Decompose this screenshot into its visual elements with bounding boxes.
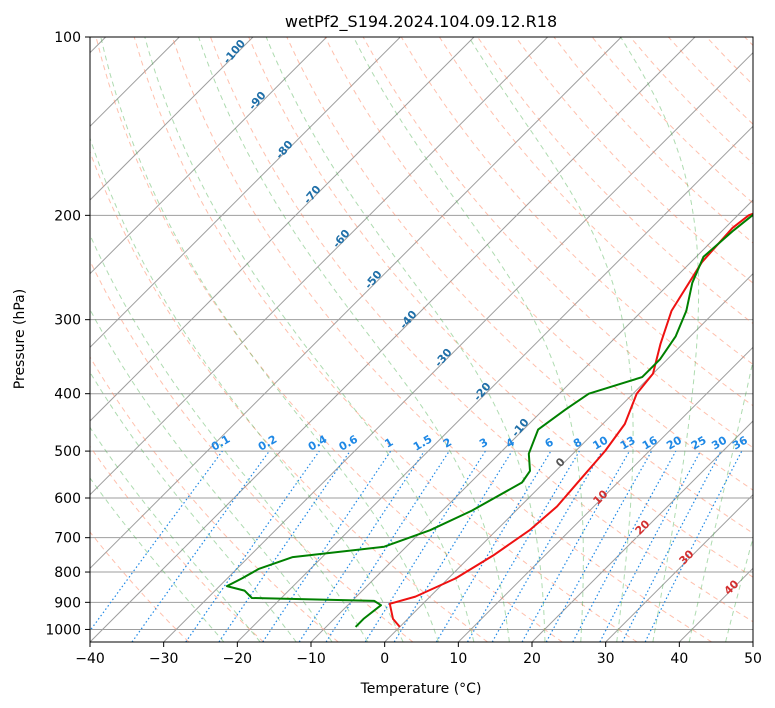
x-tick-label: 0 [380,651,389,667]
isotherm-line [90,37,696,642]
x-tick-label: 10 [449,651,467,667]
moist-adiabat-line [90,426,261,642]
dry-adiabat-line [171,37,712,642]
mixing-ratio-lines [90,450,743,642]
dry-adiabat-line [515,37,753,284]
mixing-ratio-line [131,450,270,642]
x-tick-label: −30 [149,651,179,667]
y-tick-label: 1000 [45,622,81,638]
isotherm-line [236,125,753,642]
dry-adiabat-line [90,356,339,642]
y-tick-label: 600 [54,491,81,507]
isotherm-line [384,272,753,642]
isotherm-line [531,420,753,642]
mixing-ratio-line [393,450,513,642]
x-tick-label: 40 [670,651,688,667]
dry-adiabats [90,37,753,642]
dry-adiabat-line [95,37,563,642]
profile-lines [225,212,753,628]
mixing-ratio-line [572,450,677,642]
y-tick-label: 800 [54,565,81,581]
x-tick-label: 30 [597,651,615,667]
moist-adiabat-line [353,37,584,642]
x-tick-label: 20 [523,651,541,667]
moist-adiabat-line [265,37,546,642]
moist-adiabat-line [620,37,700,642]
dry-adiabat-line [90,150,488,642]
moist-adiabat-line [144,37,475,642]
isotherm-line [90,37,475,422]
moist-adiabat-line [90,136,404,642]
dewpoint-profile-line [225,212,753,628]
isotherm-line [605,493,753,642]
x-tick-label: −40 [75,651,105,667]
dry-adiabat-line [90,531,190,642]
plot-area: -100-90-80-70-60-50-40-30-20-100.1 0.2 0.4… [90,37,753,642]
x-tick-label: −20 [223,651,253,667]
moist-adiabat-line [100,37,439,642]
isotherm-line [90,37,254,201]
isotherm-line [457,346,753,642]
x-tick-label: 50 [744,651,762,667]
mixing-ratio-line [521,450,631,642]
moist-adiabat-line [90,477,225,642]
x-tick-label: −10 [296,651,326,667]
mixing-ratio-line [545,450,653,642]
dry-adiabat-line [400,37,753,407]
mixing-ratio-line [185,450,320,642]
dry-adiabat-line [248,37,753,578]
mixing-ratio-line [90,450,223,632]
isotherm-line [90,37,622,570]
moist-adiabat-line [90,371,297,642]
mixing-ratio-line [325,450,450,642]
isotherm-line [90,37,549,496]
mixing-ratio-line [218,450,351,642]
y-tick-label: 900 [54,595,81,611]
y-axis-title: Pressure (hPa) [12,289,28,389]
y-tick-label: 200 [54,208,81,224]
y-axis-ticks: 100 200 300 400 500 600 700 800 900 1000 [45,30,90,638]
mixing-ratio-line [644,450,743,642]
isotherm-line [90,37,401,349]
y-tick-label: 400 [54,387,81,403]
y-tick-label: 700 [54,531,81,547]
isotherm-grid [90,37,753,642]
isotherm-line [90,37,328,275]
dry-adiabat-line [133,37,638,642]
dry-adiabat-line [210,37,753,623]
y-tick-label: 300 [54,313,81,329]
x-axis-title: Temperature (°C) [360,681,482,697]
mixing-ratio-line [298,450,425,642]
temperature-profile-line [388,212,753,628]
isobar-grid [90,37,753,630]
dry-adiabat-line [286,37,753,534]
chart-title: wetPf2_S194.2024.104.09.12.R18 [285,12,557,32]
plot-frame [89,36,754,643]
y-tick-label: 100 [54,30,81,46]
dry-adiabat-line [438,37,753,366]
x-axis-ticks: −40 −30 −20 −10 0 10 20 30 40 50 [75,642,762,667]
isotherm-line [163,51,753,642]
dry-adiabat-line [90,445,264,642]
mixing-ratio-line [262,450,392,642]
y-tick-label: 500 [54,444,81,460]
